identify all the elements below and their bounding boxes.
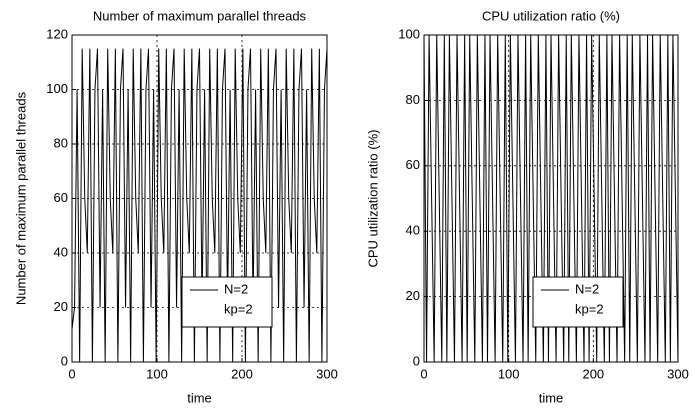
y-axis-label: CPU utilization ratio (%) [365,130,380,268]
x-tick-label: 300 [316,366,338,381]
x-axis-label: time [187,390,212,405]
x-tick-label: 100 [146,366,168,381]
legend-note: kp=2 [575,301,604,316]
legend-label: N=2 [224,281,248,296]
y-tick-label: 100 [398,26,420,41]
chart-title: CPU utilization ratio (%) [482,8,620,23]
x-tick-label: 0 [420,366,427,381]
axes-frame [71,34,328,363]
y-tick-label: 100 [46,81,68,96]
y-tick-label: 0 [413,353,420,368]
y-tick-label: 80 [406,92,420,107]
y-tick-label: 60 [406,157,420,172]
legend-box [532,276,624,328]
y-tick-label: 60 [54,190,68,205]
axes-frame [423,34,679,363]
y-tick-label: 20 [54,299,68,314]
y-tick-label: 80 [54,135,68,150]
y-axis-label: Number of maximum parallel threads [13,91,28,305]
x-tick-label: 200 [582,366,604,381]
chart-title: Number of maximum parallel threads [93,8,307,23]
data-line [71,48,328,363]
y-tick-label: 120 [46,26,68,41]
y-tick-label: 0 [61,353,68,368]
x-tick-label: 0 [68,366,75,381]
y-tick-label: 20 [406,288,420,303]
x-tick-label: 100 [498,366,520,381]
legend-note: kp=2 [224,301,253,316]
legend-box [181,276,273,328]
y-tick-label: 40 [406,223,420,238]
y-tick-label: 40 [54,244,68,259]
x-axis-label: time [539,390,564,405]
x-tick-label: 200 [231,366,253,381]
legend-label: N=2 [575,281,599,296]
x-tick-label: 300 [667,366,689,381]
